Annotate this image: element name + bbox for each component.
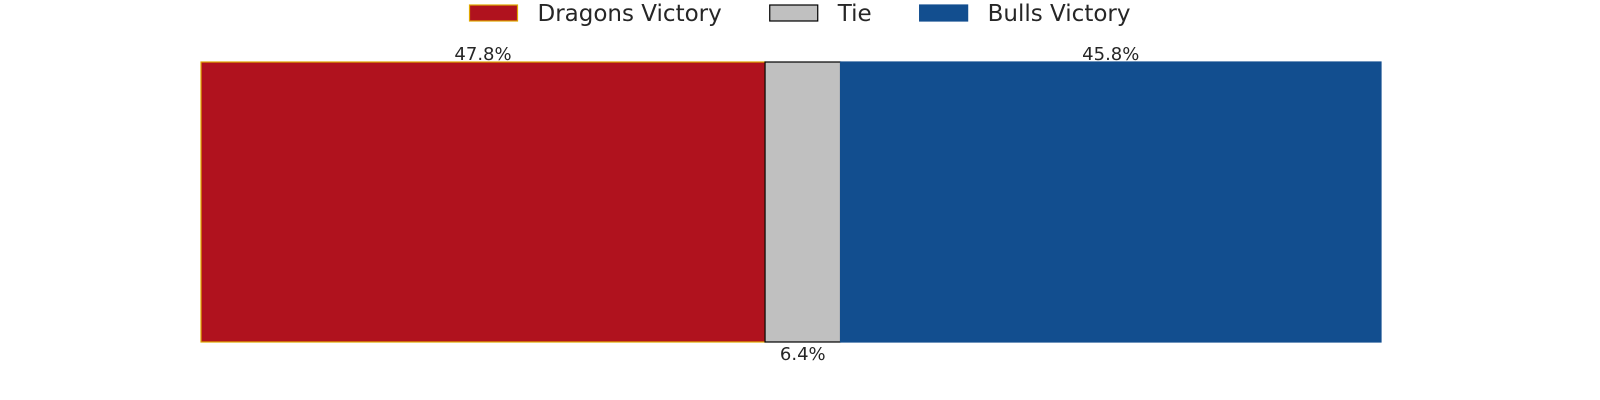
- pct-label-dragons-victory: 47.8%: [454, 44, 511, 65]
- pct-label-tie: 6.4%: [780, 344, 826, 365]
- legend-item-bulls-victory: Bulls Victory: [919, 1, 1131, 27]
- legend-label-bulls-victory: Bulls Victory: [988, 1, 1131, 27]
- legend-swatch-dragons-victory: [468, 4, 519, 22]
- legend-item-tie: Tie: [769, 1, 872, 27]
- legend-swatch-tie: [769, 4, 819, 22]
- bar-dragons-victory: [200, 61, 766, 343]
- bar-bulls-victory: [839, 61, 1382, 343]
- pct-label-bulls-victory: 45.8%: [1082, 44, 1139, 65]
- legend-label-tie: Tie: [837, 1, 872, 27]
- legend-item-dragons-victory: Dragons Victory: [468, 1, 722, 27]
- percentage-labels: 47.8% 6.4% 45.8%: [454, 44, 1139, 365]
- legend-swatch-bulls-victory: [919, 4, 969, 22]
- legend-label-dragons-victory: Dragons Victory: [538, 1, 722, 27]
- outcome-bars: [200, 61, 1382, 343]
- bar-tie: [764, 61, 842, 343]
- chart-legend: Dragons Victory Tie Bulls Victory: [468, 1, 1131, 27]
